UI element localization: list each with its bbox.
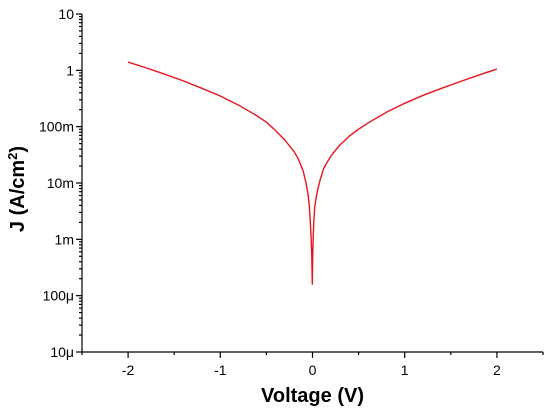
y-axis-label: J (A/cm2) xyxy=(5,146,29,232)
y-axis-label-end: ) xyxy=(7,146,29,153)
x-tick-label: 2 xyxy=(493,362,501,378)
y-axis-ticks: 10μ 100μ 1m 10m 100m 1 10 xyxy=(39,6,82,360)
x-tick-label: -1 xyxy=(214,362,227,378)
x-tick-label: 0 xyxy=(309,362,317,378)
y-tick-label: 100μ xyxy=(43,288,74,304)
y-axis-label-exponent: 2 xyxy=(5,153,20,160)
y-tick-label: 100m xyxy=(39,119,74,135)
y-axis-label-main: J (A/cm xyxy=(7,160,29,232)
axes-frame xyxy=(81,14,543,353)
x-tick-label: 1 xyxy=(401,362,409,378)
x-axis-ticks: -2 -1 0 1 2 xyxy=(81,352,544,378)
series-line-1 xyxy=(127,61,498,285)
y-tick-label: 1 xyxy=(66,62,74,78)
x-axis-label: Voltage (V) xyxy=(261,385,364,407)
y-tick-label: 1m xyxy=(55,231,74,247)
y-tick-label: 10 xyxy=(58,6,74,22)
y-tick-label: 10m xyxy=(47,175,74,191)
y-tick-label: 10μ xyxy=(50,344,74,360)
series-layer xyxy=(127,61,498,285)
x-tick-label: -2 xyxy=(122,362,135,378)
